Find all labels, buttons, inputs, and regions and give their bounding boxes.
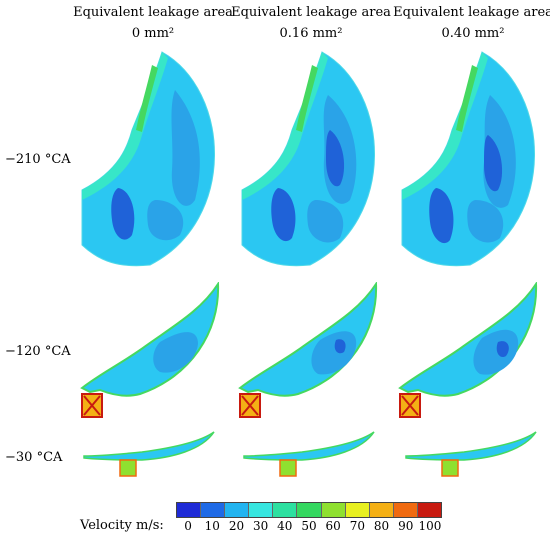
legend-swatch-2 <box>225 503 250 517</box>
column-value-3: 0.40 mm² <box>441 26 505 41</box>
legend-swatch-0 <box>177 503 202 517</box>
low-region <box>111 188 135 240</box>
legend-title: Velocity m/s: <box>80 518 164 533</box>
field-30-0mm <box>83 431 215 477</box>
row-label-3: −30 °CA <box>5 450 63 465</box>
legend-tick-label: 30 <box>252 519 269 533</box>
legend-tick-label: 70 <box>349 519 365 533</box>
legend-swatch-1 <box>201 503 226 517</box>
column-title-1: Equivalent leakage area <box>73 5 233 20</box>
column-value-1: 0 mm² <box>131 26 175 41</box>
legend-tick-label: 50 <box>301 519 317 533</box>
row-label-2: −120 °CA <box>5 344 71 359</box>
mid-region <box>153 332 198 373</box>
column-title-2: Equivalent leakage area <box>231 5 391 20</box>
field-120-040mm <box>398 282 538 418</box>
edge-band <box>82 52 168 200</box>
field-210-0mm <box>81 51 215 267</box>
legend-colorbar <box>176 502 442 518</box>
row-label-1: −210 °CA <box>5 152 71 167</box>
legend-tick-label: 0 <box>184 519 192 533</box>
legend-tick-label: 20 <box>228 519 245 533</box>
mid-region-2 <box>147 200 184 241</box>
legend-swatch-7 <box>345 503 370 517</box>
legend-swatch-3 <box>249 503 274 517</box>
field-210-016mm <box>241 51 375 267</box>
column-value-2: 0.16 mm² <box>279 26 343 41</box>
legend-tick-label: 10 <box>204 519 220 533</box>
legend-tick-label: 40 <box>277 519 293 533</box>
field-30-016mm <box>243 431 375 477</box>
chamber-fill <box>80 282 220 397</box>
field-210-040mm <box>401 51 535 267</box>
legend-swatch-5 <box>297 503 322 517</box>
field-120-016mm <box>238 282 378 418</box>
legend-swatch-4 <box>273 503 298 517</box>
crevice-box <box>119 459 137 477</box>
field-30-040mm <box>405 431 537 477</box>
legend-tick-label: 100 <box>418 519 442 533</box>
column-title-3: Equivalent leakage area <box>393 5 550 20</box>
legend-tick-label: 80 <box>373 519 390 533</box>
legend-swatch-8 <box>369 503 394 517</box>
green-streak <box>136 65 158 132</box>
velocity-legend: Velocity m/s: 0 10 20 30 40 50 60 70 80 90 100 <box>0 497 550 545</box>
field-120-0mm <box>80 282 220 418</box>
legend-swatch-6 <box>321 503 346 517</box>
legend-swatch-10 <box>417 503 442 517</box>
mid-region <box>171 90 200 206</box>
legend-swatch-9 <box>393 503 418 517</box>
legend-tick-label: 90 <box>398 519 414 533</box>
legend-tick-label: 60 <box>325 519 341 533</box>
thin-chamber <box>83 431 215 461</box>
